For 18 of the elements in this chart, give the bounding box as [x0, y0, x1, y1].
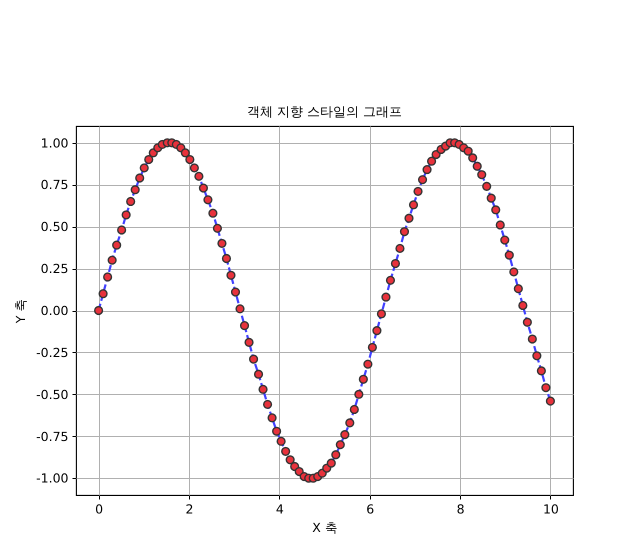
x-tick-label: 2 — [185, 502, 194, 516]
y-tick-label: -0.75 — [36, 428, 68, 444]
y-tick-label: 0.75 — [40, 177, 68, 192]
y-tick-label: -0.25 — [36, 344, 68, 360]
x-tick-label: 4 — [276, 502, 284, 516]
x-tick-label: 10 — [542, 502, 559, 516]
x-tick-label: 6 — [366, 502, 374, 516]
y-tick-label: 0.00 — [40, 303, 69, 318]
y-axis-title: Y 축 — [13, 298, 28, 324]
y-tick-label: 1.00 — [40, 135, 69, 150]
x-tick-label: 8 — [456, 502, 465, 516]
y-tick-label: -0.50 — [36, 386, 69, 402]
x-tick-label: 0 — [95, 502, 104, 516]
y-tick-label: 0.25 — [40, 261, 68, 276]
y-tick-label: -1.00 — [36, 470, 69, 486]
chart-title: 객체 지향 스타일의 그래프 — [246, 105, 402, 120]
x-axis-title: X 축 — [312, 520, 338, 535]
y-tick-label: 0.50 — [40, 219, 69, 234]
